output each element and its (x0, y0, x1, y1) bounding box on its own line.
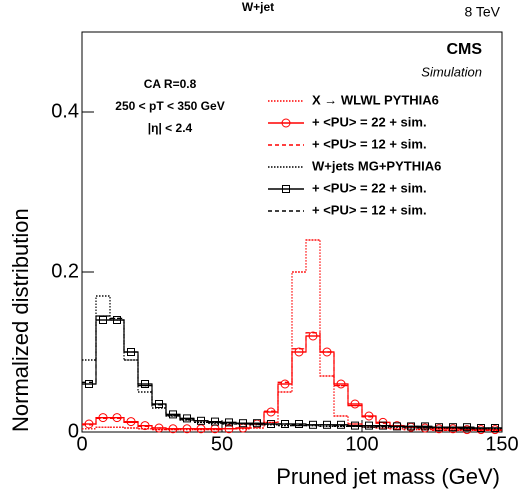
annotation: CA R=0.8 (144, 77, 197, 91)
annotation: |η| < 2.4 (148, 121, 193, 135)
marker (98, 413, 108, 423)
marker (225, 418, 233, 427)
legend-label: W+jets MG+PYTHIA6 (312, 158, 441, 173)
legend-label: X → WLWL PYTHIA6 (312, 92, 439, 107)
marker (155, 400, 163, 408)
marker (140, 421, 150, 431)
x-tick-label: 0 (76, 433, 87, 455)
marker (112, 413, 122, 423)
marker (126, 417, 136, 427)
marker (169, 410, 177, 419)
x-axis-label: Pruned jet mass (GeV) (276, 464, 500, 489)
marker (211, 417, 219, 426)
x-tick-label: 150 (485, 433, 518, 455)
marker (295, 420, 303, 428)
x-tick-label: 50 (211, 433, 233, 455)
y-tick-label: 0.4 (51, 100, 79, 122)
marker (183, 414, 191, 423)
marker (85, 380, 93, 388)
marker (141, 380, 149, 388)
y-tick-label: 0.2 (51, 260, 79, 282)
experiment-label: CMS (446, 41, 482, 58)
marker (308, 331, 318, 341)
legend-label: + <PU> = 22 + sim. (312, 180, 427, 195)
plot-frame (81, 31, 503, 433)
marker (336, 379, 346, 389)
marker (280, 379, 290, 389)
marker (463, 423, 471, 432)
status-label: Simulation (421, 64, 482, 79)
marker (337, 420, 345, 429)
x-tick-label: 100 (345, 433, 378, 455)
legend-label: + <PU> = 12 + sim. (312, 136, 427, 151)
step-outline (82, 332, 502, 431)
marker (364, 411, 374, 421)
y-tick-label: 0 (68, 420, 79, 442)
y-axis-label: Normalized distribution (8, 208, 33, 432)
annotation: 250 < pT < 350 GeV (115, 99, 224, 113)
marker (253, 419, 261, 428)
legend-marker (281, 118, 291, 128)
marker (294, 347, 304, 357)
marker (84, 419, 94, 429)
marker (379, 421, 387, 430)
energy-label: 8 TeV (464, 4, 500, 20)
marker (350, 399, 360, 409)
marker (266, 407, 276, 417)
marker (421, 422, 429, 431)
legend-marker (282, 185, 290, 193)
marker (113, 316, 121, 324)
step-outline (82, 239, 502, 431)
legend-label: + <PU> = 22 + sim. (312, 114, 427, 129)
legend-label: + <PU> = 12 + sim. (312, 202, 427, 217)
chart-title: W+jet (242, 0, 274, 14)
